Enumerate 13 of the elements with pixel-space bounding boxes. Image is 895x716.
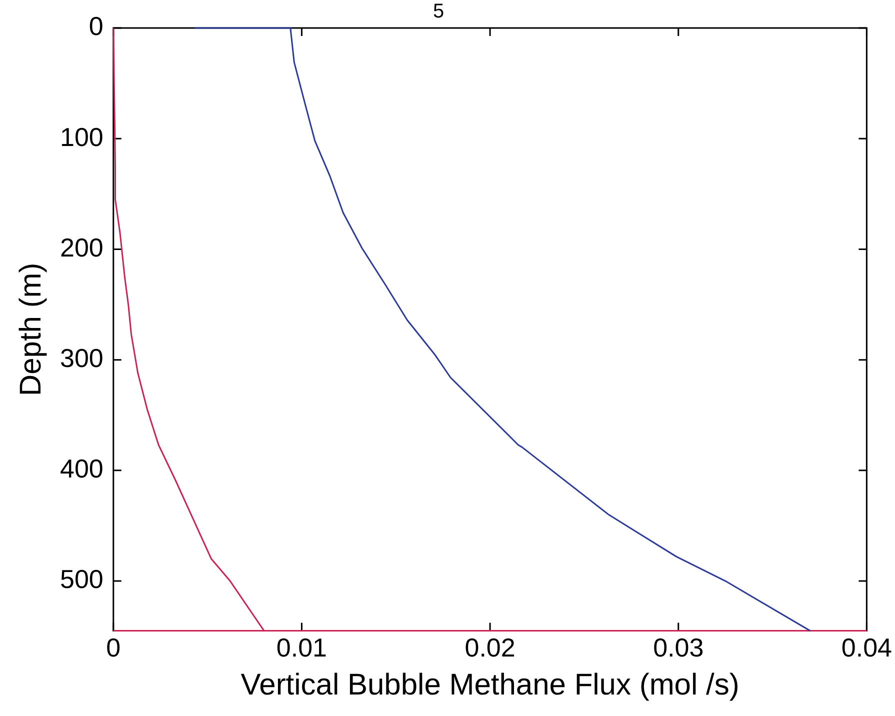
x-tick-label: 0.02 [464,632,516,663]
y-tick-label: 0 [88,11,104,42]
y-tick-label: 500 [60,564,104,594]
x-tick-label: 0.01 [276,632,328,663]
x-tick-label: 0.03 [653,632,704,663]
y-tick-label: 100 [60,122,104,152]
y-tick-label: 300 [60,342,104,373]
y-tick-label: 400 [60,454,104,484]
x-tick-label: 0.04 [841,632,892,663]
x-axis-title: Vertical Bubble Methane Flux (mol /s) [240,668,740,702]
chart-title: 5 [432,0,444,23]
y-axis-title: Depth (m) [14,262,48,396]
y-tick-label: 200 [60,232,104,262]
